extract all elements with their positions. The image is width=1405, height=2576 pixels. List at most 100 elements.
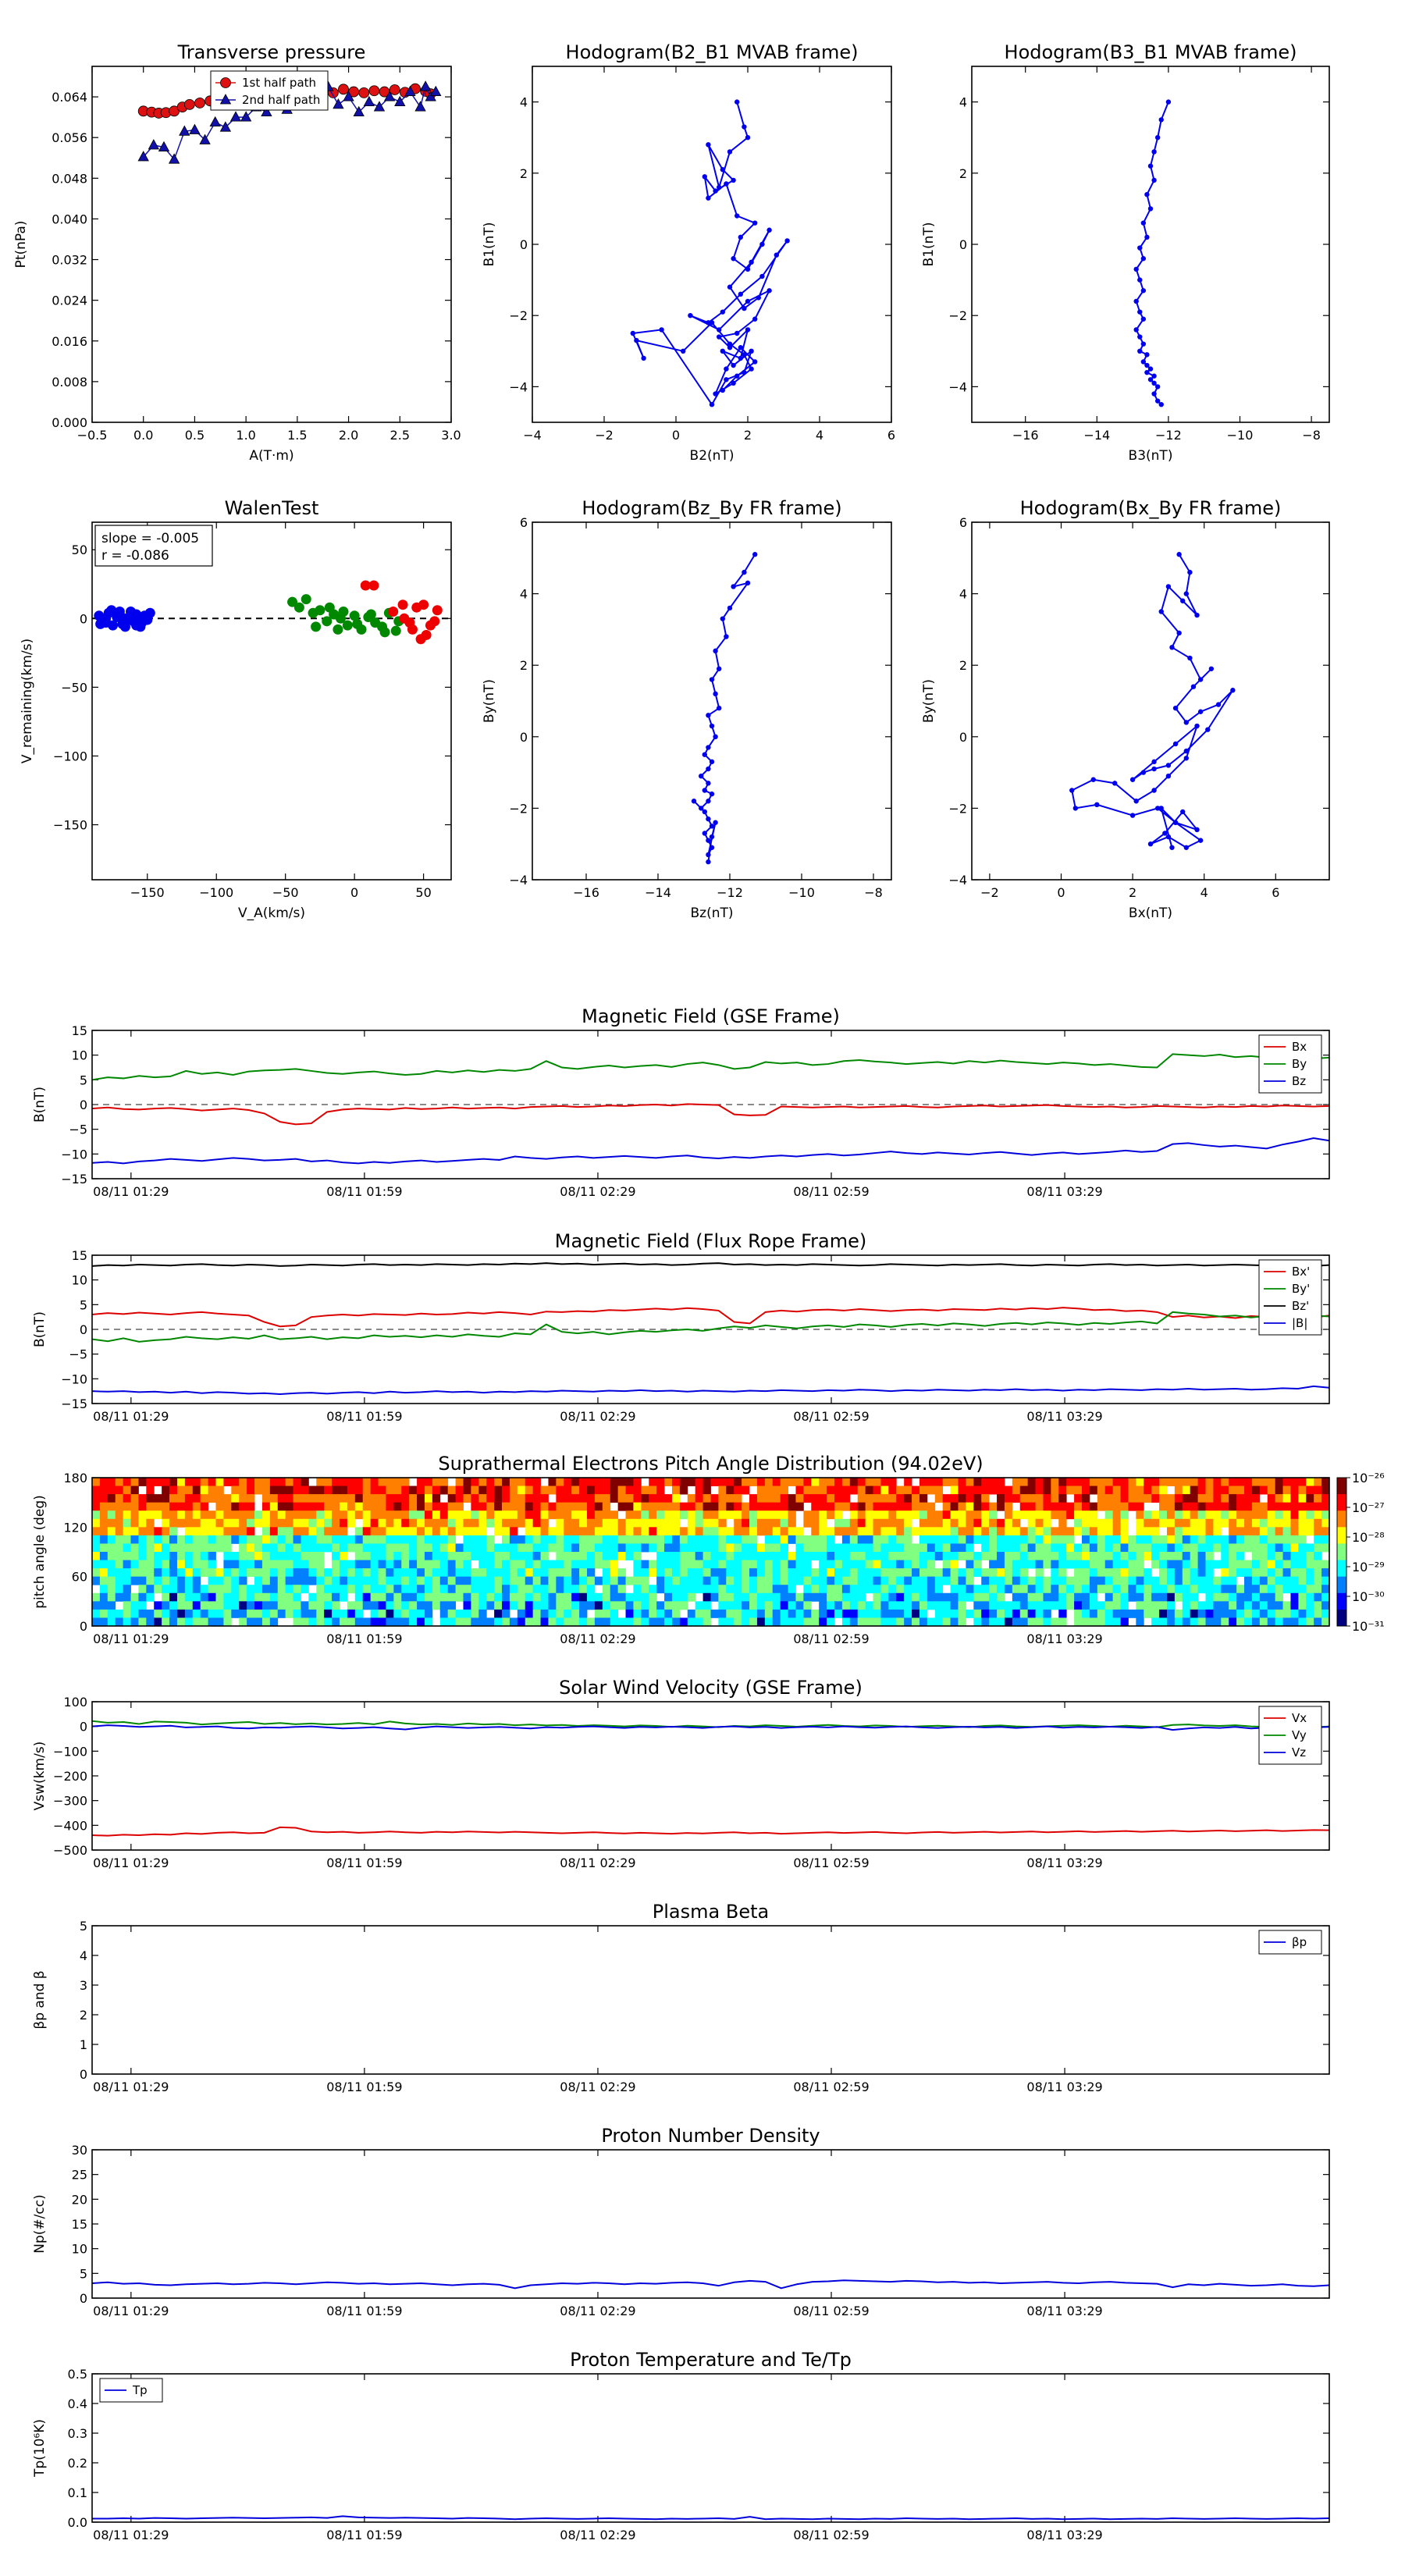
heatmap-cell [556, 1510, 564, 1520]
heatmap-cell [950, 1518, 959, 1528]
heatmap-cell [1112, 1609, 1121, 1618]
heatmap-cell [749, 1617, 758, 1627]
heatmap-cell [997, 1560, 1005, 1569]
heatmap-cell [478, 1576, 487, 1585]
data-point [709, 677, 715, 682]
heatmap-cell [332, 1502, 340, 1511]
heatmap-cell [231, 1518, 240, 1528]
data-point [706, 816, 711, 822]
heatmap-cell [439, 1592, 449, 1602]
heatmap-cell [239, 1560, 247, 1569]
heatmap-cell [1144, 1601, 1152, 1610]
heatmap-cell [1229, 1494, 1237, 1503]
heatmap-cell [1244, 1576, 1253, 1585]
heatmap-cell [633, 1592, 642, 1602]
heatmap-cell [463, 1568, 471, 1578]
heatmap-cell [525, 1609, 534, 1618]
data-point [419, 80, 432, 91]
heatmap-cell [393, 1617, 402, 1627]
heatmap-cell [532, 1494, 541, 1503]
heatmap-cell [432, 1485, 441, 1495]
heatmap-cell [169, 1502, 178, 1511]
heatmap-cell [1182, 1576, 1191, 1585]
data-point [702, 752, 707, 757]
heatmap-cell [123, 1601, 131, 1610]
heatmap-cell [99, 1543, 108, 1553]
heatmap-cell [780, 1609, 788, 1618]
heatmap-cell [301, 1609, 309, 1618]
heatmap-cell [834, 1518, 843, 1528]
heatmap-cell [695, 1485, 703, 1495]
heatmap-cell [1314, 1510, 1322, 1520]
heatmap-cell [301, 1535, 309, 1544]
legend-label: 1st half path [242, 76, 316, 90]
heatmap-cell [494, 1527, 503, 1536]
heatmap-cell [841, 1494, 851, 1503]
heatmap-cell [1259, 1560, 1268, 1569]
heatmap-cell [463, 1585, 471, 1594]
heatmap-cell [579, 1560, 588, 1569]
heatmap-cell [1151, 1494, 1160, 1503]
heatmap-cell [215, 1601, 224, 1610]
heatmap-cell [231, 1502, 240, 1511]
heatmap-cell [919, 1478, 928, 1486]
heatmap-cell [362, 1592, 372, 1602]
heatmap-cell [687, 1568, 696, 1578]
heatmap-cell [656, 1535, 665, 1544]
colorbar-label: 10⁻²⁶ [1352, 1471, 1385, 1485]
heatmap-cell [865, 1502, 873, 1511]
heatmap-cell [811, 1568, 820, 1578]
heatmap-cell [123, 1568, 131, 1578]
heatmap-cell [308, 1592, 317, 1602]
heatmap-cell [973, 1485, 982, 1495]
heatmap-cell [1290, 1478, 1299, 1486]
data-point [1180, 598, 1186, 603]
heatmap-cell [308, 1535, 317, 1544]
heatmap-cell [710, 1560, 719, 1569]
heatmap-cell [966, 1518, 974, 1528]
heatmap-cell [1012, 1543, 1021, 1553]
heatmap-cell [1182, 1535, 1191, 1544]
heatmap-cell [857, 1568, 866, 1578]
heatmap-cell [1120, 1592, 1129, 1602]
heatmap-cell [880, 1592, 889, 1602]
heatmap-cell [594, 1478, 603, 1486]
heatmap-cell [1066, 1510, 1075, 1520]
heatmap-cell [447, 1601, 456, 1610]
heatmap-cell [107, 1576, 116, 1585]
data-point [1090, 777, 1096, 782]
data-point [315, 605, 325, 616]
heatmap-cell [950, 1609, 959, 1618]
heatmap-cell [1213, 1510, 1222, 1520]
heatmap-cell [772, 1527, 781, 1536]
heatmap-cell [564, 1617, 572, 1627]
data-point [373, 101, 386, 112]
heatmap-cell [1275, 1494, 1283, 1503]
heatmap-cell [208, 1527, 216, 1536]
heatmap-cell [764, 1502, 774, 1511]
heatmap-cell [942, 1609, 951, 1618]
heatmap-cell [827, 1485, 835, 1495]
heatmap-cell [115, 1617, 124, 1627]
data-point [738, 234, 743, 240]
data-point [1140, 220, 1147, 226]
heatmap-cell [439, 1576, 449, 1585]
heatmap-cell [1012, 1617, 1021, 1627]
heatmap-cell [192, 1510, 201, 1520]
heatmap-cell [347, 1609, 356, 1618]
heatmap-cell [934, 1601, 944, 1610]
heatmap-cell [764, 1592, 774, 1602]
heatmap-cell [261, 1568, 271, 1578]
heatmap-cell [1221, 1478, 1229, 1486]
heatmap-cell [261, 1576, 271, 1585]
heatmap-cell [734, 1527, 742, 1536]
heatmap-cell [370, 1478, 379, 1486]
heatmap-cell [184, 1478, 194, 1486]
heatmap-cell [1097, 1617, 1106, 1627]
heatmap-cell [417, 1502, 425, 1511]
heatmap-cell [1275, 1585, 1283, 1594]
heatmap-cell [107, 1543, 116, 1553]
heatmap-cell [1306, 1552, 1314, 1560]
heatmap-cell [841, 1617, 851, 1627]
heatmap-cell [1128, 1560, 1136, 1569]
